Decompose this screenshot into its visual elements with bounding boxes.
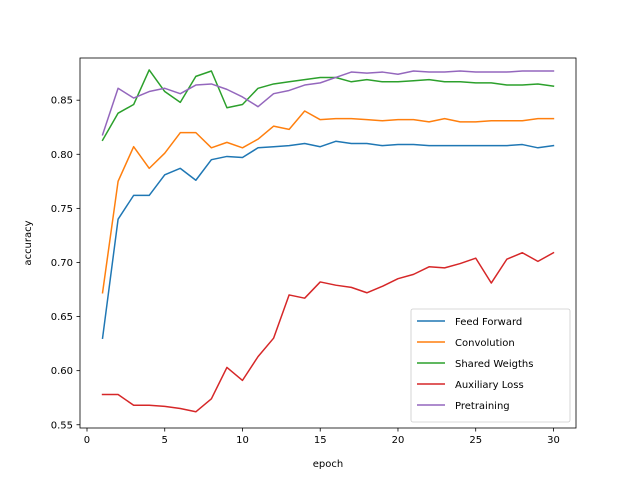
legend-label: Convolution <box>455 338 515 349</box>
y-tick-label: 0.75 <box>51 204 73 215</box>
y-tick-label: 0.55 <box>51 420 73 431</box>
legend-label: Auxiliary Loss <box>455 380 524 391</box>
legend-label: Pretraining <box>455 401 510 412</box>
x-axis: 0 5 10 15 20 25 30 <box>84 428 560 446</box>
legend-label: Shared Weigths <box>455 359 533 370</box>
x-tick-label: 30 <box>547 435 560 446</box>
x-tick-label: 15 <box>314 435 327 446</box>
y-axis-title: accuracy <box>23 220 34 265</box>
series-line-shared-weigths <box>101 69 555 142</box>
legend-box <box>410 308 571 423</box>
series-line-auxiliary-loss <box>101 251 555 413</box>
series-line-pretraining <box>101 70 555 136</box>
y-tick-label: 0.70 <box>51 258 73 269</box>
y-tick-label: 0.65 <box>51 312 73 323</box>
series-layer <box>101 69 555 413</box>
x-tick-label: 10 <box>236 435 249 446</box>
legend-label: Feed Forward <box>455 317 522 328</box>
series-line-feed-forward <box>101 140 555 340</box>
y-tick-label: 0.85 <box>51 96 73 107</box>
plot-frame <box>79 57 577 429</box>
y-tick-label: 0.80 <box>51 150 73 161</box>
y-axis: 0.55 0.60 0.65 0.70 0.75 0.80 0.85 <box>51 96 80 431</box>
series-line-convolution <box>101 110 555 294</box>
y-tick-label: 0.60 <box>51 366 73 377</box>
x-tick-label: 5 <box>162 435 168 446</box>
legend: Feed Forward Convolution Shared Weigths Aux… <box>410 308 571 423</box>
x-axis-title: epoch <box>313 459 343 470</box>
x-tick-label: 25 <box>469 435 482 446</box>
x-tick-label: 20 <box>392 435 405 446</box>
x-tick-label: 0 <box>84 435 90 446</box>
